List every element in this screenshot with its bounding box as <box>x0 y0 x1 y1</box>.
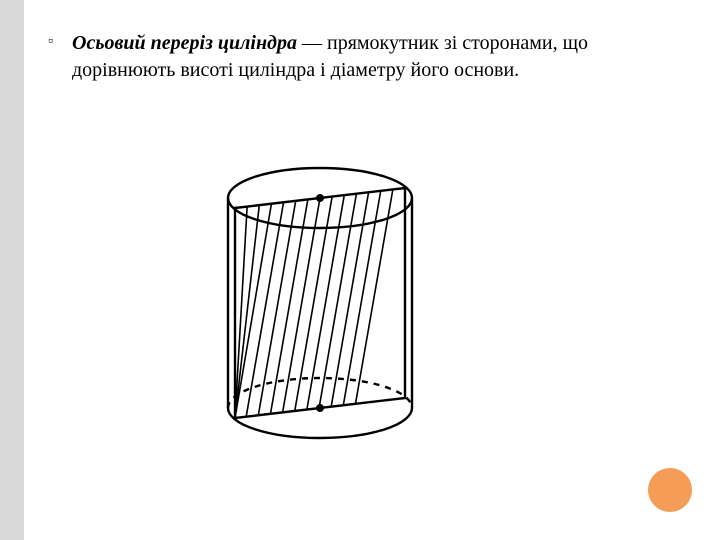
accent-dot-icon <box>648 468 692 512</box>
term: Осьовий переріз циліндра <box>72 32 297 54</box>
cylinder-svg <box>180 150 460 470</box>
definition-text: Осьовий переріз циліндра — прямокутник з… <box>72 30 652 84</box>
bullet-glyph: ▫ <box>48 34 53 50</box>
slide: ▫ Осьовий переріз циліндра — прямокутник… <box>0 0 720 540</box>
dash: — <box>297 32 327 54</box>
cylinder-figure <box>180 150 460 470</box>
left-rail <box>0 0 24 540</box>
